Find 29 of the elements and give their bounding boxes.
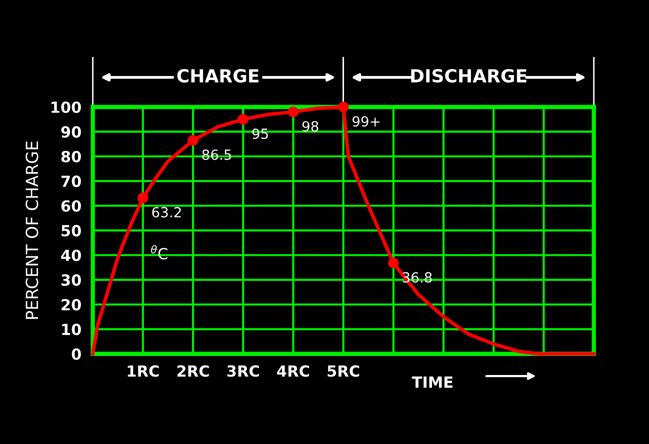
x-tick-label: 4RC xyxy=(277,365,310,377)
y-tick-label: 70 xyxy=(61,176,81,188)
text: DISCHARGE xyxy=(411,68,526,83)
x-axis-title: TIME xyxy=(412,376,452,388)
data-label: 63.2 xyxy=(152,206,181,218)
data-label: 99+ xyxy=(352,116,380,127)
point xyxy=(338,102,349,112)
point xyxy=(188,134,198,146)
y-tick-label: 60 xyxy=(61,200,81,212)
y-tick-label: 80 xyxy=(61,150,81,162)
data-label: 98 xyxy=(302,121,318,132)
y-tick-label: 90 xyxy=(61,126,81,138)
x-tick-label: 1RC xyxy=(128,365,159,377)
y-axis-title: PERCENT OF CHARGE xyxy=(26,141,38,319)
y-tick-label: 30 xyxy=(61,274,81,286)
point xyxy=(238,114,248,125)
y-tick-label: 50 xyxy=(62,224,81,236)
point xyxy=(388,258,399,268)
x-tick-label: 3RC xyxy=(227,365,259,377)
y-tick-label: 20 xyxy=(62,298,81,311)
text: CHARGE xyxy=(177,68,258,83)
point xyxy=(138,192,148,204)
point xyxy=(288,106,299,118)
x-tick-label: 2RC xyxy=(177,365,209,377)
y-tick-label: 100 xyxy=(52,101,81,114)
y-tick-label: 10 xyxy=(62,324,81,336)
x-tick-label: 5RC xyxy=(328,365,360,377)
y-tick-label: 40 xyxy=(61,250,81,262)
y-tick-label: 0 xyxy=(72,348,81,360)
